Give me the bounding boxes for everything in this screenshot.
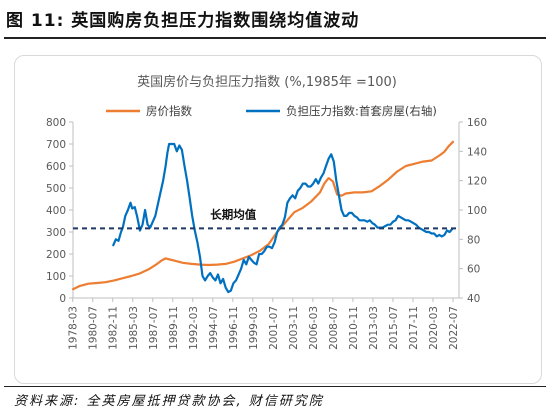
figure-title: 图 11: 英国购房负担压力指数围绕均值波动 (6, 11, 360, 31)
x-tick-label: 2015-07 (388, 306, 400, 350)
x-tick-label: 2017-11 (408, 306, 420, 350)
x-tick-label: 1982-11 (108, 306, 120, 350)
legend-label-affordability: 负担压力指数:首套房屋(右轴) (286, 104, 437, 118)
x-tick-label: 1999-03 (248, 306, 260, 350)
chart-svg: 英国房价与负担压力指数 (%,1985年 =100) 房价指数 负担压力指数:首… (46, 74, 487, 350)
source-note: 资料来源: 全英房屋抵押贷款协会, 财信研究院 (14, 394, 324, 409)
right-tick-label: 160 (467, 117, 487, 129)
legend-label-price: 房价指数 (146, 104, 192, 118)
x-tick-label: 2001-07 (268, 306, 280, 350)
series-line-affordability-index (112, 142, 454, 294)
x-tick-label: 1985-03 (128, 306, 140, 350)
left-tick-label: 800 (46, 117, 66, 129)
x-tick-label: 1989-11 (168, 306, 180, 350)
x-tick-label: 2010-11 (348, 306, 360, 350)
left-tick-label: 700 (46, 139, 66, 151)
right-tick-label: 80 (467, 234, 480, 246)
right-tick-label: 40 (467, 293, 480, 305)
right-tick-label: 140 (467, 146, 487, 158)
reference-layer: 长期均值 (73, 207, 459, 230)
x-tick-label: 2008-07 (328, 306, 340, 350)
left-tick-label: 300 (46, 227, 66, 239)
left-axis: 0 100 200 300 400 500 600 700 800 (46, 117, 74, 305)
chart-title: 英国房价与负担压力指数 (%,1985年 =100) (137, 74, 397, 90)
right-tick-label: 120 (467, 176, 487, 188)
left-tick-label: 100 (46, 271, 66, 283)
series-line-price-index (71, 140, 455, 291)
x-axis: 1978-03 1980-07 1982-11 1985-03 1987-07 1989-… (68, 297, 460, 350)
left-tick-label: 400 (46, 205, 66, 217)
long-term-mean-label: 长期均值 (210, 207, 256, 221)
x-tick-label: 2006-03 (308, 306, 320, 350)
title-rule (4, 37, 546, 39)
x-tick-label: 2022-07 (448, 306, 460, 350)
legend: 房价指数 负担压力指数:首套房屋(右轴) (106, 104, 437, 118)
left-tick-label: 500 (46, 183, 66, 195)
x-tick-label: 1994-07 (208, 306, 220, 350)
x-tick-label: 2003-11 (288, 306, 300, 350)
x-tick-label: 1980-07 (88, 306, 100, 350)
x-tick-label: 1978-03 (68, 306, 80, 350)
source-rule (4, 386, 546, 387)
x-tick-label: 1987-07 (148, 306, 160, 350)
x-tick-label: 2013-03 (368, 306, 380, 350)
left-tick-label: 0 (59, 293, 66, 305)
left-tick-label: 600 (46, 161, 66, 173)
series-layer (71, 140, 455, 294)
right-axis: 40 60 80 100 120 140 160 (458, 117, 487, 305)
x-tick-label: 1996-11 (228, 306, 240, 350)
x-tick-label: 2020-03 (428, 306, 440, 350)
left-tick-label: 200 (46, 249, 66, 261)
x-tick-label: 1992-03 (188, 306, 200, 350)
right-tick-label: 100 (467, 205, 487, 217)
right-tick-label: 60 (467, 264, 480, 276)
